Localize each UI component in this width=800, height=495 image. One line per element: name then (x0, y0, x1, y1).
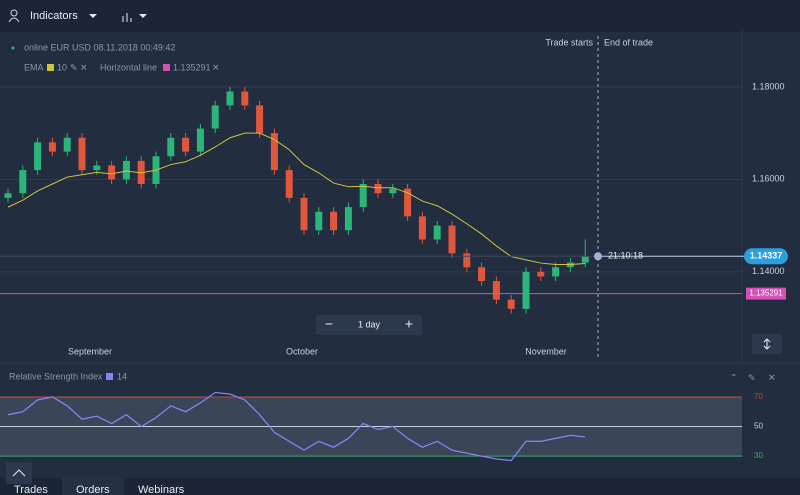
candle-body (108, 165, 116, 180)
up-icon[interactable]: ⌃ (730, 372, 738, 382)
candle-body (34, 142, 42, 171)
rsi-chart: 30 50 70 (0, 391, 763, 462)
close-icon[interactable]: ✕ (80, 62, 88, 72)
tab[interactable]: Trades (14, 484, 48, 495)
price-tag-label: 1.14337 (750, 251, 783, 261)
candle-body (93, 165, 101, 171)
minus-button[interactable]: − (325, 316, 333, 332)
tab-bar (0, 478, 800, 495)
candle-body (167, 137, 175, 157)
candle-body (433, 225, 441, 240)
user-icon (10, 9, 18, 17)
period-control (316, 315, 422, 335)
candle-body (344, 207, 352, 231)
price-tag (744, 248, 788, 265)
y-tick-label: 1.14000 (752, 266, 785, 276)
candle-body (463, 253, 471, 268)
candle-body (315, 211, 323, 231)
online-dot (11, 46, 15, 50)
timer: 21:10:18 (608, 251, 643, 261)
trade-starts: Trade starts (545, 37, 593, 47)
candle-body (552, 267, 560, 277)
tab[interactable]: Webinars (138, 484, 185, 495)
candle-body (478, 267, 486, 282)
candle-body (404, 188, 412, 217)
dropdown-arrow[interactable] (89, 14, 97, 18)
candle-body (211, 105, 219, 129)
candle-body (359, 183, 367, 208)
candle-body (270, 133, 278, 171)
candle-body (63, 137, 71, 152)
x-tick-label: November (525, 346, 567, 356)
hline-value: 1.135291 (173, 62, 211, 72)
candle-body (492, 281, 500, 300)
expand-button[interactable] (6, 462, 32, 484)
hline-tag (746, 287, 786, 300)
hline-swatch (163, 64, 170, 71)
y-tick-label: 1.16000 (752, 174, 785, 184)
candle-body (418, 216, 426, 240)
rsi-title: Relative Strength Index (9, 371, 103, 381)
edit-icon[interactable]: ✎ (748, 372, 756, 382)
asset-label: online EUR USD 08.11.2018 00:49:42 (24, 42, 175, 52)
candle-body (122, 160, 130, 180)
candle-body (507, 299, 515, 309)
candle-body (581, 256, 589, 263)
candle-body (241, 91, 249, 106)
candle-body (389, 188, 397, 194)
rsi-period: 14 (117, 371, 127, 381)
tab-bg (62, 478, 124, 495)
candle-body (522, 271, 530, 309)
candle-body (537, 271, 545, 277)
chart-type-icon[interactable] (122, 13, 132, 22)
y-tick-label: 1.18000 (752, 81, 785, 91)
ema-swatch (47, 64, 54, 71)
candle-body (448, 225, 456, 254)
rsi-swatch (106, 373, 113, 380)
candle-body (19, 170, 27, 194)
indicators-button[interactable]: Indicators (30, 10, 78, 22)
dropdown-arrow[interactable] (139, 14, 147, 18)
candle-body (196, 128, 204, 152)
tab[interactable]: Orders (76, 484, 110, 495)
candle-body (374, 183, 382, 194)
price-chart: 1.18000 1.16000 1.14000 1.135291 21:10:18 1.1… (0, 30, 788, 363)
candle-body (300, 197, 308, 231)
toolbar (0, 0, 800, 32)
expand-icon[interactable] (12, 469, 26, 477)
close-icon[interactable]: ✕ (768, 372, 776, 382)
current-price-dot (594, 252, 602, 261)
x-tick-label: September (68, 346, 112, 356)
candle-body (256, 105, 264, 134)
rsi-tick-label: 30 (754, 451, 763, 460)
rsi-line (7, 391, 586, 462)
candle-body (182, 137, 190, 152)
edit-icon[interactable]: ✎ (70, 62, 78, 72)
candle-body (4, 193, 12, 198)
ema-period: 10 (57, 62, 67, 72)
period-label: 1 day (358, 319, 381, 329)
x-tick-label: October (286, 346, 318, 356)
collapse-icon[interactable] (763, 338, 771, 350)
hline-label: Horizontal line (100, 62, 157, 72)
rsi-tick-label: 70 (754, 392, 763, 401)
candle-body (78, 137, 86, 171)
plus-button[interactable]: + (405, 316, 413, 332)
candle-body (285, 170, 293, 198)
candle-body (226, 91, 234, 106)
rsi-tick-label: 50 (754, 422, 763, 431)
candle-body (48, 142, 56, 152)
candle-body (330, 211, 338, 231)
ema-line (7, 132, 586, 265)
ema-label: EMA (24, 62, 44, 72)
close-icon[interactable]: ✕ (212, 62, 220, 72)
end-of-trade: End of trade (604, 37, 653, 47)
user-icon (8, 17, 20, 23)
hline-tag-label: 1.135291 (749, 289, 783, 298)
